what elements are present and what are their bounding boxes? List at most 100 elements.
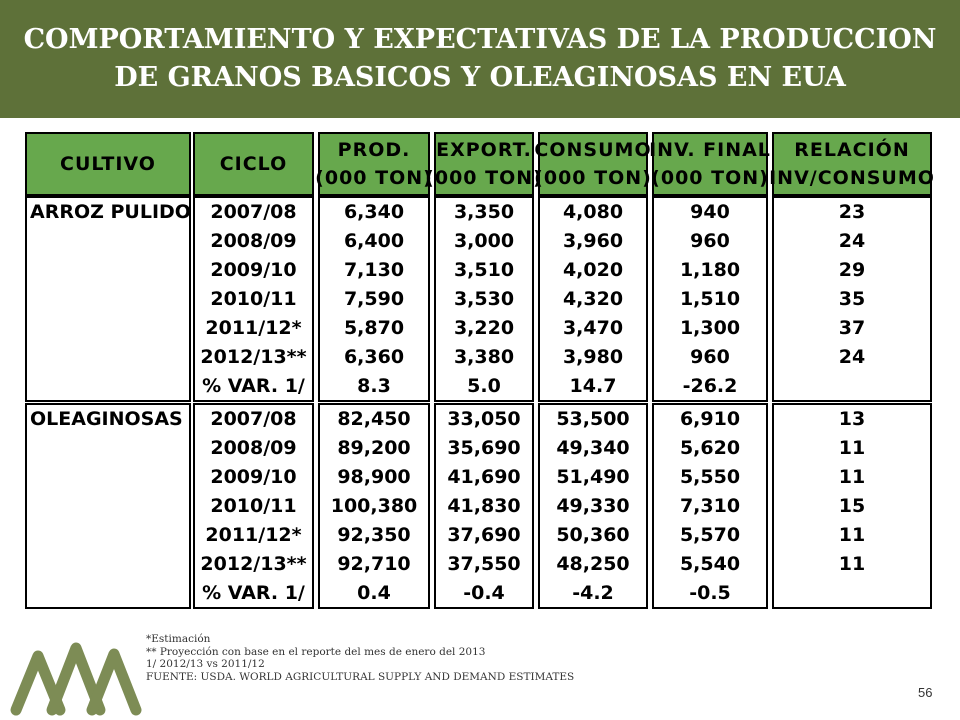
table-cell: 24 <box>838 346 866 368</box>
header-label: (000 TON) <box>534 167 652 189</box>
table-cell: 49,340 <box>556 437 630 459</box>
table-cell: 1,180 <box>679 259 741 281</box>
table-cell: 2008/09 <box>210 437 297 459</box>
table-cell: 41,830 <box>447 495 521 517</box>
table-cell: 5,620 <box>679 437 741 459</box>
table-cell: 4,320 <box>562 288 624 310</box>
table-cell: 2007/08 <box>210 201 297 223</box>
block-0-col-inv-final: 940 960 1,180 1,510 1,300 960 -26.2 <box>652 196 768 402</box>
block-1-col-relacion: 13 11 11 15 11 11 <box>772 403 932 609</box>
table-cell: 24 <box>838 230 866 252</box>
table-cell: 2010/11 <box>210 288 297 310</box>
table-cell: 29 <box>838 259 866 281</box>
header-col-export: EXPORT. (000 TON) <box>425 132 542 196</box>
table-cell: 100,380 <box>330 495 418 517</box>
header-col-inv-final: INV. FINAL (000 TON) <box>649 132 771 196</box>
header-col-relacion: RELACIÓN INV/CONSUMO <box>769 132 935 196</box>
table-cell: 3,470 <box>562 317 624 339</box>
table-cell: -0.4 <box>463 582 505 604</box>
crop-name: ARROZ PULIDO <box>30 201 191 223</box>
table-cell: 2010/11 <box>210 495 297 517</box>
table-cell: 6,400 <box>343 230 405 252</box>
block-1-col-prod: 82,450 89,200 98,900 100,380 92,350 92,710 0.4 <box>318 403 430 609</box>
crop-name: OLEAGINOSAS <box>30 408 183 430</box>
page-title-line-1: COMPORTAMIENTO Y EXPECTATIVAS DE LA PROD… <box>23 24 937 55</box>
header-label: (000 TON) <box>651 167 769 189</box>
table-cell: 3,960 <box>562 230 624 252</box>
table-cell: 0.4 <box>357 582 391 604</box>
table-cell: 37 <box>838 317 866 339</box>
table-cell: 82,450 <box>337 408 411 430</box>
table-cell: 89,200 <box>337 437 411 459</box>
block-1-col-inv-final: 6,910 5,620 5,550 7,310 5,570 5,540 -0.5 <box>652 403 768 609</box>
table-cell: 13 <box>838 408 866 430</box>
header-label: INV. FINAL <box>649 139 771 161</box>
table-cell: 35,690 <box>447 437 521 459</box>
table-cell: 3,530 <box>453 288 515 310</box>
table-cell <box>774 579 930 607</box>
table-cell: 2008/09 <box>210 230 297 252</box>
title-band: COMPORTAMIENTO Y EXPECTATIVAS DE LA PROD… <box>0 0 960 118</box>
table-cell: 5,570 <box>679 524 741 546</box>
table-cell: 960 <box>690 346 730 368</box>
table-cell: 940 <box>690 201 730 223</box>
block-0-col-ciclo: 2007/08 2008/09 2009/10 2010/11 2011/12* 2012… <box>193 196 314 402</box>
block-1-col-export: 33,050 35,690 41,690 41,830 37,690 37,550 -0.4 <box>434 403 534 609</box>
table-cell: 37,550 <box>447 553 521 575</box>
block-1-col-ciclo: 2007/08 2008/09 2009/10 2010/11 2011/12* 2012… <box>193 403 314 609</box>
table-cell: 3,980 <box>562 346 624 368</box>
table-cell: 7,590 <box>343 288 405 310</box>
table-cell: 5,540 <box>679 553 741 575</box>
table-cell: 3,220 <box>453 317 515 339</box>
header-label: PROD. <box>337 139 411 161</box>
table-cell: 3,350 <box>453 201 515 223</box>
table-cell: 23 <box>838 201 866 223</box>
header-label: CULTIVO <box>60 153 156 175</box>
table-cell: 6,910 <box>679 408 741 430</box>
page-title-line-2: DE GRANOS BASICOS Y OLEAGINOSAS EN EUA <box>114 62 846 93</box>
logo-icon <box>10 642 142 716</box>
header-label: INV/CONSUMO <box>769 167 935 189</box>
header-col-prod: PROD. (000 TON) <box>315 132 433 196</box>
table-cell <box>774 372 930 400</box>
footnotes: *Estimación ** Proyección con base en el… <box>146 633 574 683</box>
table-cell: -0.5 <box>689 582 731 604</box>
header-label: RELACIÓN <box>794 139 910 161</box>
header-label: EXPORT. <box>436 139 532 161</box>
header-col-consumo: CONSUMO (000 TON) <box>534 132 651 196</box>
table-cell: 49,330 <box>556 495 630 517</box>
header-label: (000 TON) <box>425 167 543 189</box>
table-cell: 7,130 <box>343 259 405 281</box>
table-cell: % VAR. 1/ <box>202 375 305 397</box>
table-cell: 6,340 <box>343 201 405 223</box>
table-cell: 53,500 <box>556 408 630 430</box>
table-cell: 8.3 <box>357 375 391 397</box>
table-cell: 3,380 <box>453 346 515 368</box>
table-cell: 5,550 <box>679 466 741 488</box>
header-col-ciclo: CICLO <box>193 132 314 196</box>
table-cell: 2007/08 <box>210 408 297 430</box>
table-cell: 960 <box>690 230 730 252</box>
table-cell: 14.7 <box>569 375 617 397</box>
page-number: 56 <box>918 685 933 700</box>
block-0-col-relacion: 23 24 29 35 37 24 <box>772 196 932 402</box>
table-cell: 51,490 <box>556 466 630 488</box>
table-cell: 2012/13** <box>200 553 307 575</box>
table-cell: 6,360 <box>343 346 405 368</box>
table-cell: 33,050 <box>447 408 521 430</box>
table-cell: 11 <box>838 437 866 459</box>
block-1-col-cultivo: OLEAGINOSAS <box>25 403 191 609</box>
block-0-col-consumo: 4,080 3,960 4,020 4,320 3,470 3,980 14.7 <box>538 196 648 402</box>
table-cell: 2009/10 <box>210 466 297 488</box>
table-cell: 3,000 <box>453 230 515 252</box>
table-cell: 4,020 <box>562 259 624 281</box>
table-cell: 2009/10 <box>210 259 297 281</box>
footnote-fuente: FUENTE: USDA. WORLD AGRICULTURAL SUPPLY … <box>146 670 575 683</box>
footnote-estimacion: *Estimación <box>146 633 211 645</box>
table-cell: 1,300 <box>679 317 741 339</box>
table-cell: 11 <box>838 466 866 488</box>
table-cell: 35 <box>838 288 866 310</box>
header-label: (000 TON) <box>315 167 433 189</box>
block-0-col-prod: 6,340 6,400 7,130 7,590 5,870 6,360 8.3 <box>318 196 430 402</box>
table-cell: 41,690 <box>447 466 521 488</box>
